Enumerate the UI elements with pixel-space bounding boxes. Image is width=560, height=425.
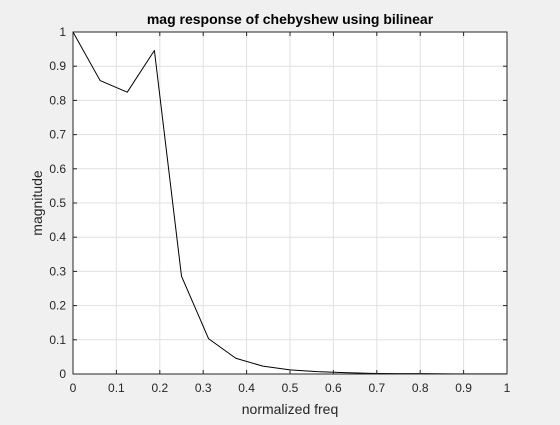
x-tick-label: 0.8 [412, 381, 429, 395]
x-tick-label: 0.7 [368, 381, 385, 395]
x-tick-label: 0.9 [455, 381, 472, 395]
ticks [72, 31, 508, 375]
x-tick-label: 0.5 [282, 381, 299, 395]
x-axis-label: normalized freq [242, 401, 339, 417]
x-tick-label: 0.2 [151, 381, 168, 395]
x-tick-label: 0.1 [108, 381, 125, 395]
y-tick-label: 0.3 [49, 264, 66, 278]
x-tick-label: 1 [504, 381, 511, 395]
x-tick-label: 0.3 [195, 381, 212, 395]
y-tick-label: 1 [59, 25, 66, 39]
y-axis-label: magnitude [29, 170, 45, 236]
x-tick-label: 0.6 [325, 381, 342, 395]
y-tick-label: 0.9 [49, 59, 66, 73]
chart-title: mag response of chebyshew using bilinear [147, 11, 434, 27]
y-tick-label: 0.6 [49, 162, 66, 176]
tick-labels: 0 0.1 0.2 0.3 0.4 0.5 0.6 0.7 0.8 0.9 1 0 0.1 0.2 0.3 0… [49, 25, 510, 395]
y-tick-label: 0.8 [49, 93, 66, 107]
y-tick-label: 0.4 [49, 230, 66, 244]
y-tick-label: 0.1 [49, 333, 66, 347]
y-tick-label: 0.5 [49, 196, 66, 210]
x-tick-label: 0 [70, 381, 77, 395]
y-tick-label: 0.7 [49, 128, 66, 142]
y-tick-label: 0 [59, 367, 66, 381]
x-tick-label: 0.4 [238, 381, 255, 395]
y-tick-label: 0.2 [49, 299, 66, 313]
